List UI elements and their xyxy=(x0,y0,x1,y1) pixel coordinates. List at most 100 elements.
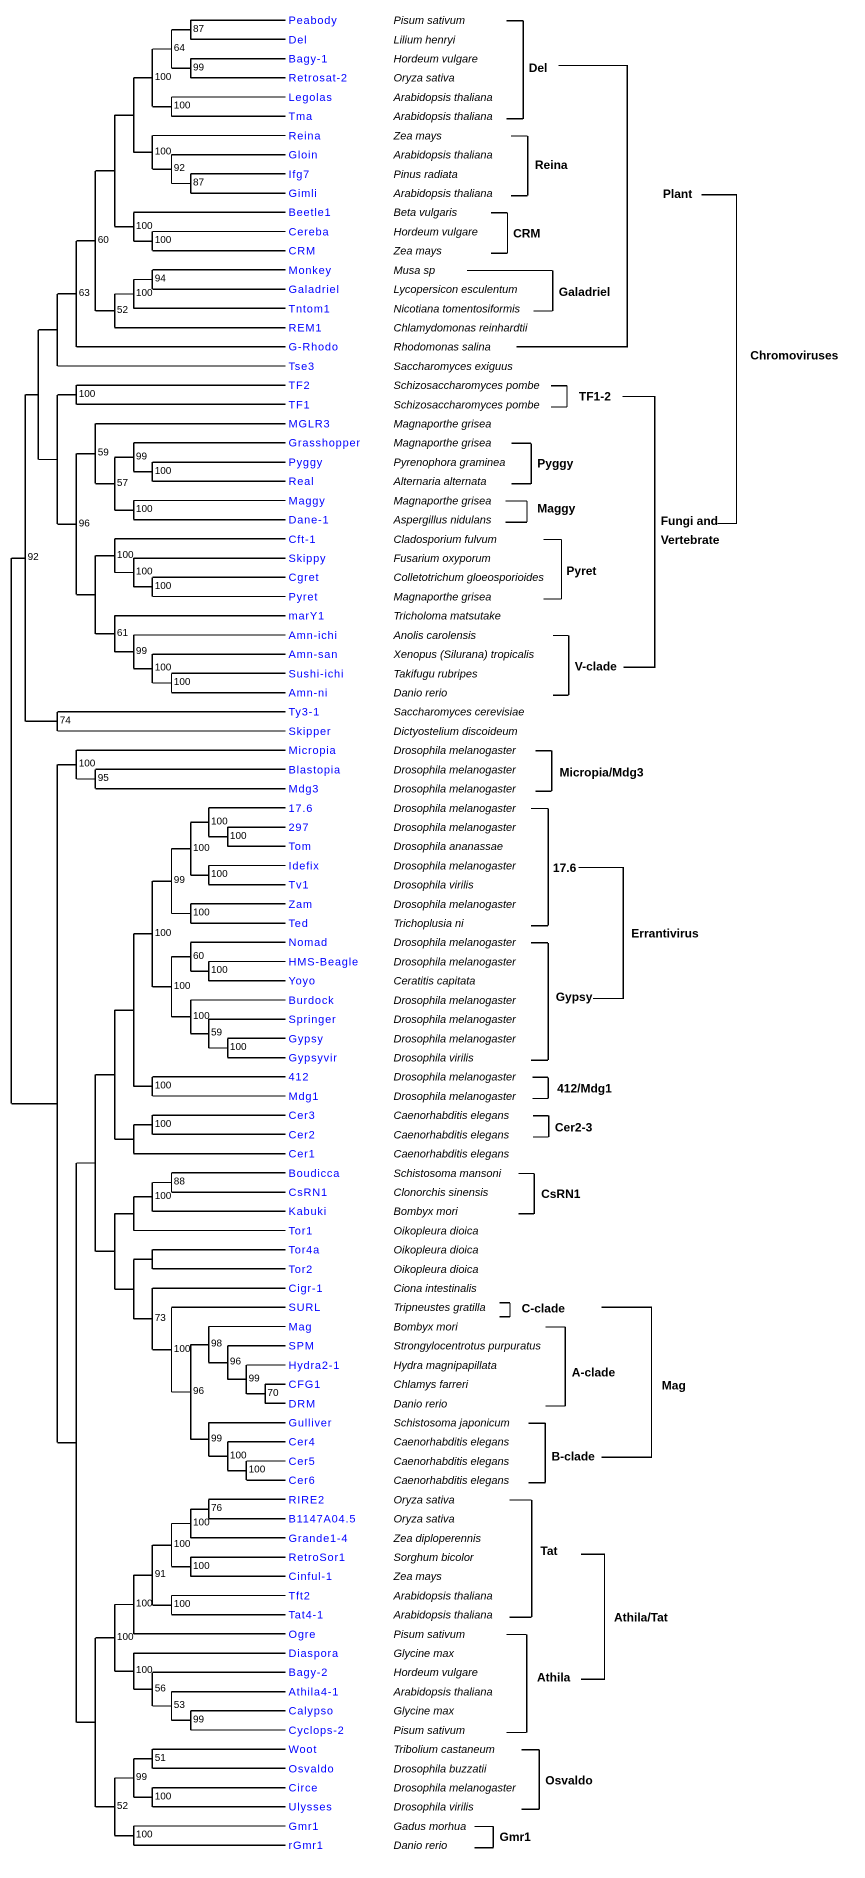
svg-text:99: 99 xyxy=(211,1434,223,1445)
svg-text:Pyggy: Pyggy xyxy=(537,457,573,471)
svg-text:Ifg7: Ifg7 xyxy=(289,169,311,181)
svg-text:Oryza sativa: Oryza sativa xyxy=(394,1514,455,1526)
svg-text:Ulysses: Ulysses xyxy=(289,1802,333,1814)
svg-text:Boudicca: Boudicca xyxy=(289,1168,341,1180)
svg-text:Hydra magnipapillata: Hydra magnipapillata xyxy=(394,1360,497,1372)
svg-text:95: 95 xyxy=(98,773,110,784)
svg-text:Ceratitis capitata: Ceratitis capitata xyxy=(394,976,476,988)
svg-text:100: 100 xyxy=(174,101,191,112)
svg-text:A-clade: A-clade xyxy=(572,1365,616,1379)
svg-text:Tor1: Tor1 xyxy=(289,1225,314,1237)
svg-text:Errantivirus: Errantivirus xyxy=(631,927,699,941)
svg-text:Osvaldo: Osvaldo xyxy=(289,1763,335,1775)
svg-text:Arabidopsis thaliana: Arabidopsis thaliana xyxy=(393,1610,493,1622)
svg-text:TF1: TF1 xyxy=(289,399,311,411)
svg-text:Monkey: Monkey xyxy=(289,265,332,277)
svg-text:99: 99 xyxy=(136,1772,148,1783)
svg-text:Maggy: Maggy xyxy=(537,501,575,515)
svg-text:Athila: Athila xyxy=(537,1671,571,1685)
svg-text:Tor2: Tor2 xyxy=(289,1264,314,1276)
svg-text:100: 100 xyxy=(230,1450,247,1461)
svg-text:Magnaporthe grisea: Magnaporthe grisea xyxy=(394,419,492,431)
svg-text:52: 52 xyxy=(117,1801,129,1812)
svg-text:Sorghum bicolor: Sorghum bicolor xyxy=(394,1552,475,1564)
svg-text:Diaspora: Diaspora xyxy=(289,1648,340,1660)
svg-text:Arabidopsis thaliana: Arabidopsis thaliana xyxy=(393,92,493,104)
svg-text:Oryza sativa: Oryza sativa xyxy=(394,1494,455,1506)
svg-text:Plant: Plant xyxy=(663,187,692,201)
svg-text:Amn-san: Amn-san xyxy=(289,649,339,661)
svg-text:Saccharomyces cerevisiae: Saccharomyces cerevisiae xyxy=(394,707,525,719)
svg-text:Magnaporthe grisea: Magnaporthe grisea xyxy=(394,438,492,450)
svg-text:Gadus morhua: Gadus morhua xyxy=(394,1821,467,1833)
svg-text:Cer6: Cer6 xyxy=(289,1475,316,1487)
svg-text:Galadriel: Galadriel xyxy=(559,285,610,299)
svg-text:100: 100 xyxy=(79,759,96,770)
svg-text:Beetle1: Beetle1 xyxy=(289,207,332,219)
svg-text:92: 92 xyxy=(28,552,40,563)
svg-text:Mag: Mag xyxy=(662,1378,686,1392)
svg-text:Caenorhabditis elegans: Caenorhabditis elegans xyxy=(394,1129,510,1141)
svg-text:Cereba: Cereba xyxy=(289,226,330,238)
svg-text:CsRN1: CsRN1 xyxy=(289,1187,328,1199)
svg-text:Cgret: Cgret xyxy=(289,572,320,584)
svg-text:Cladosporium fulvum: Cladosporium fulvum xyxy=(394,534,497,546)
svg-text:Tricholoma matsutake: Tricholoma matsutake xyxy=(394,611,501,623)
svg-text:Reina: Reina xyxy=(289,130,322,142)
svg-text:Danio rerio: Danio rerio xyxy=(394,1840,448,1852)
svg-text:Gimli: Gimli xyxy=(289,188,318,200)
svg-text:Pyret: Pyret xyxy=(566,564,596,578)
svg-text:Gmr1: Gmr1 xyxy=(500,1830,532,1844)
svg-text:74: 74 xyxy=(60,716,72,727)
svg-text:Springer: Springer xyxy=(289,1014,337,1026)
svg-text:Aspergillus nidulans: Aspergillus nidulans xyxy=(393,515,492,527)
svg-text:Zea mays: Zea mays xyxy=(393,246,443,258)
svg-text:100: 100 xyxy=(174,981,191,992)
svg-text:Pisum sativum: Pisum sativum xyxy=(394,15,466,27)
svg-text:57: 57 xyxy=(117,478,129,489)
svg-text:Beta vulgaris: Beta vulgaris xyxy=(394,207,458,219)
svg-text:Arabidopsis thaliana: Arabidopsis thaliana xyxy=(393,111,493,123)
svg-text:Vertebrate: Vertebrate xyxy=(661,533,720,547)
svg-text:Glycine max: Glycine max xyxy=(394,1706,455,1718)
svg-text:Chlamydomonas reinhardtii: Chlamydomonas reinhardtii xyxy=(394,323,528,335)
svg-text:Pisum sativum: Pisum sativum xyxy=(394,1629,466,1641)
svg-text:Del: Del xyxy=(529,61,548,75)
svg-text:100: 100 xyxy=(193,1518,210,1529)
svg-text:100: 100 xyxy=(136,1599,153,1610)
svg-text:rGmr1: rGmr1 xyxy=(289,1840,324,1852)
svg-text:Peabody: Peabody xyxy=(289,15,338,27)
svg-text:Oikopleura dioica: Oikopleura dioica xyxy=(394,1245,479,1257)
svg-text:Drosophila virilis: Drosophila virilis xyxy=(394,1053,475,1065)
svg-text:Trichoplusia ni: Trichoplusia ni xyxy=(394,918,465,930)
svg-text:94: 94 xyxy=(155,274,167,285)
svg-text:100: 100 xyxy=(79,389,96,400)
svg-text:88: 88 xyxy=(174,1177,186,1188)
svg-text:Tat4-1: Tat4-1 xyxy=(289,1610,324,1622)
svg-text:B1147A04.5: B1147A04.5 xyxy=(289,1514,357,1526)
svg-text:Woot: Woot xyxy=(289,1744,318,1756)
svg-text:Arabidopsis thaliana: Arabidopsis thaliana xyxy=(393,1687,493,1699)
svg-text:Skipper: Skipper xyxy=(289,726,332,738)
svg-text:Cer5: Cer5 xyxy=(289,1456,316,1468)
svg-text:Tft2: Tft2 xyxy=(289,1590,311,1602)
svg-text:100: 100 xyxy=(117,1632,134,1643)
svg-text:Del: Del xyxy=(289,34,308,46)
svg-text:Real: Real xyxy=(289,476,315,488)
svg-text:87: 87 xyxy=(193,178,205,189)
svg-text:Cinful-1: Cinful-1 xyxy=(289,1571,333,1583)
svg-text:91: 91 xyxy=(155,1569,167,1580)
svg-text:Cer1: Cer1 xyxy=(289,1149,316,1161)
svg-text:Caenorhabditis elegans: Caenorhabditis elegans xyxy=(394,1149,510,1161)
svg-text:100: 100 xyxy=(230,831,247,842)
svg-text:G-Rhodo: G-Rhodo xyxy=(289,342,339,354)
svg-text:Arabidopsis thaliana: Arabidopsis thaliana xyxy=(393,1590,493,1602)
svg-text:Schizosaccharomyces pombe: Schizosaccharomyces pombe xyxy=(394,399,540,411)
svg-text:Micropia: Micropia xyxy=(289,745,337,757)
svg-text:Drosophila melanogaster: Drosophila melanogaster xyxy=(394,803,518,815)
svg-text:Xenopus (Silurana) tropicalis: Xenopus (Silurana) tropicalis xyxy=(393,649,535,661)
svg-text:Caenorhabditis elegans: Caenorhabditis elegans xyxy=(394,1456,510,1468)
svg-text:17.6: 17.6 xyxy=(289,803,314,815)
svg-text:56: 56 xyxy=(155,1683,167,1694)
svg-text:Sushi-ichi: Sushi-ichi xyxy=(289,668,345,680)
